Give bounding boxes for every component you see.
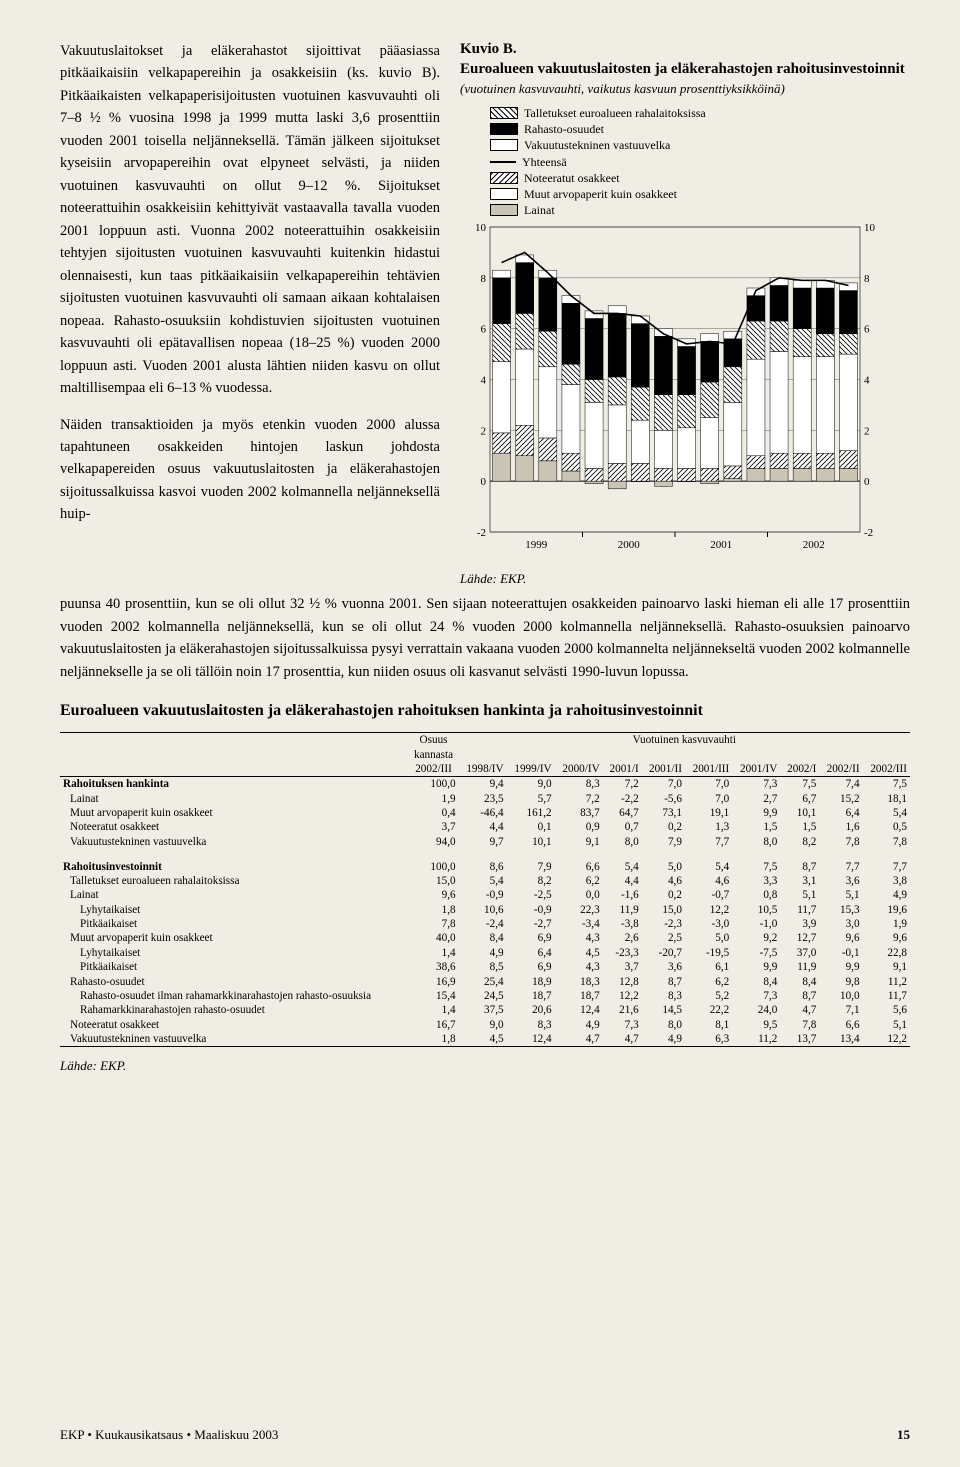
chart-b: -2 -2 0 0 2 2 4 4 6 6 8 8 10 10 1999 2000 2001 2002 [460, 222, 890, 562]
legend-item: Lainat [490, 202, 910, 218]
svg-text:4: 4 [481, 375, 487, 387]
svg-text:2: 2 [864, 426, 870, 438]
table-row: Lainat1,923,55,77,2-2,2-5,67,02,76,715,2… [60, 791, 910, 805]
svg-text:2000: 2000 [618, 539, 641, 551]
svg-text:2002: 2002 [803, 539, 825, 551]
table-row: Vakuutustekninen vastuuvelka1,84,512,44,… [60, 1032, 910, 1047]
table-source: Lähde: EKP. [60, 1058, 910, 1074]
page-number: 15 [897, 1427, 910, 1443]
table-row: Muut arvopaperit kuin osakkeet0,4-46,416… [60, 806, 910, 820]
table-row: Talletukset euroalueen rahalaitoksissa15… [60, 874, 910, 888]
legend-item: Muut arvopaperit kuin osakkeet [490, 186, 910, 202]
table-row: Pitkäaikaiset7,8-2,4-2,7-3,4-3,8-2,3-3,0… [60, 917, 910, 931]
chart-legend: Talletukset euroalueen rahalaitoksissaRa… [490, 105, 910, 218]
svg-text:8: 8 [864, 273, 870, 285]
svg-text:2001: 2001 [710, 539, 732, 551]
figure-subtitle: (vuotuinen kasvuvauhti, vaikutus kasvuun… [460, 81, 910, 97]
svg-text:0: 0 [864, 476, 870, 488]
svg-text:4: 4 [864, 375, 870, 387]
table-row: Lainat9,6-0,9-2,50,0-1,60,2-0,70,85,15,1… [60, 888, 910, 902]
legend-item: Yhteensä [490, 154, 910, 170]
legend-item: Noteeratut osakkeet [490, 170, 910, 186]
table-row: Rahasto-osuudet ilman rahamarkkinarahast… [60, 989, 910, 1003]
table-row: Noteeratut osakkeet3,74,40,10,90,70,21,3… [60, 820, 910, 834]
svg-text:-2: -2 [477, 527, 486, 539]
legend-item: Talletukset euroalueen rahalaitoksissa [490, 105, 910, 121]
svg-text:8: 8 [481, 273, 487, 285]
figure-source: Lähde: EKP. [460, 571, 910, 587]
table-title: Euroalueen vakuutuslaitosten ja eläkerah… [60, 701, 910, 722]
table-row: Rahoitusinvestoinnit100,08,67,96,65,45,0… [60, 859, 910, 873]
svg-text:6: 6 [864, 324, 870, 336]
table-row: Muut arvopaperit kuin osakkeet40,08,46,9… [60, 931, 910, 945]
svg-text:2: 2 [481, 426, 487, 438]
table-row: Lyhytaikaiset1,810,6-0,922,311,915,012,2… [60, 902, 910, 916]
table-row: Vakuutustekninen vastuuvelka94,09,710,19… [60, 835, 910, 849]
table-row: Lyhytaikaiset1,44,96,44,5-23,3-20,7-19,5… [60, 946, 910, 960]
table-row: Rahamarkkinarahastojen rahasto-osuudet1,… [60, 1003, 910, 1017]
table-row: Pitkäaikaiset38,68,56,94,33,73,66,19,911… [60, 960, 910, 974]
svg-text:1999: 1999 [525, 539, 548, 551]
svg-text:10: 10 [475, 222, 487, 234]
table-row: Rahoituksen hankinta100,09,49,08,37,27,0… [60, 777, 910, 792]
body-paragraph-3: puunsa 40 prosenttiin, kun se oli ollut … [60, 593, 910, 683]
legend-item: Vakuutustekninen vastuuvelka [490, 137, 910, 153]
svg-text:10: 10 [864, 222, 876, 234]
svg-text:6: 6 [481, 324, 487, 336]
footer-left: EKP • Kuukausikatsaus • Maaliskuu 2003 [60, 1427, 278, 1443]
legend-item: Rahasto-osuudet [490, 121, 910, 137]
body-paragraph-2: Näiden transaktioiden ja myös etenkin vu… [60, 414, 440, 526]
figure-label: Kuvio B. [460, 41, 517, 57]
svg-text:0: 0 [481, 476, 487, 488]
table-row: Noteeratut osakkeet16,79,08,34,97,38,08,… [60, 1017, 910, 1031]
figure-title: Euroalueen vakuutuslaitosten ja eläkerah… [460, 61, 905, 77]
body-paragraph-1: Vakuutuslaitokset ja eläkerahastot sijoi… [60, 40, 440, 400]
financing-table: OsuusVuotuinen kasvuvauhtikannasta2002/I… [60, 732, 910, 1050]
svg-text:-2: -2 [864, 527, 873, 539]
table-row: Rahasto-osuudet16,925,418,918,312,88,76,… [60, 974, 910, 988]
